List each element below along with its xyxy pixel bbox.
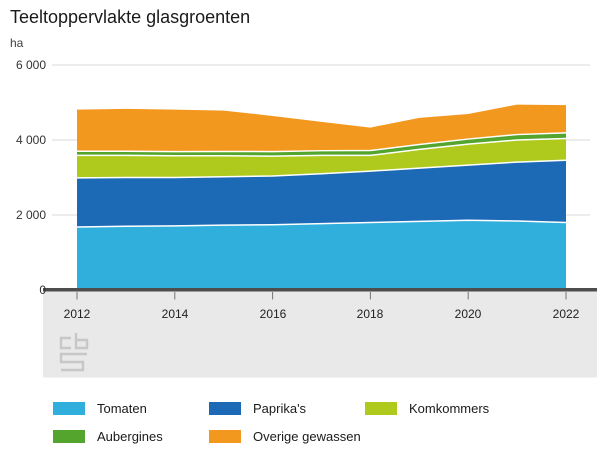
x-axis-tick-label: 2016: [259, 307, 287, 321]
x-axis-tick-label: 2014: [161, 307, 189, 321]
chart-title: Teeltoppervlakte glasgroenten: [10, 7, 251, 27]
legend-swatch-komkommers: [365, 401, 397, 415]
legend-label-paprikas: Paprika's: [253, 400, 307, 416]
y-axis-tick-label: 6 000: [15, 58, 46, 72]
legend-label-aubergines: Aubergines: [97, 428, 163, 444]
legend-swatch-aubergines: [53, 429, 85, 443]
legend-label-tomaten: Tomaten: [97, 400, 147, 416]
legend: Tomaten Aubergines Paprika's Overige gew…: [53, 394, 521, 450]
legend-swatch-paprikas: [209, 401, 241, 415]
legend-item-aubergines: Aubergines: [53, 422, 209, 450]
x-axis-tick-label: 2018: [356, 307, 384, 321]
cbs-logo-s: [59, 352, 87, 372]
legend-item-paprikas: Paprika's: [209, 394, 365, 422]
x-axis-tick-label: 2022: [552, 307, 580, 321]
y-axis-tick-label: 2 000: [15, 208, 46, 222]
legend-item-tomaten: Tomaten: [53, 394, 209, 422]
legend-item-overige-gewassen: Overige gewassen: [209, 422, 365, 450]
legend-label-komkommers: Komkommers: [409, 400, 490, 416]
x-axis-tick-label: 2020: [454, 307, 482, 321]
y-axis-tick-label: 4 000: [15, 133, 46, 147]
cbs-logo: [59, 333, 89, 372]
legend-item-komkommers: Komkommers: [365, 394, 521, 422]
stacked-area-chart: [43, 64, 597, 378]
y-axis-tick-label: 0: [39, 283, 46, 297]
legend-swatch-overige-gewassen: [209, 429, 241, 443]
y-axis-unit-label: ha: [10, 36, 24, 50]
legend-swatch-tomaten: [53, 401, 85, 415]
cbs-logo-c: [59, 336, 71, 350]
cbs-logo-b: [74, 333, 89, 350]
legend-label-overige-gewassen: Overige gewassen: [253, 428, 361, 444]
x-axis-tick-label: 2012: [63, 307, 91, 321]
